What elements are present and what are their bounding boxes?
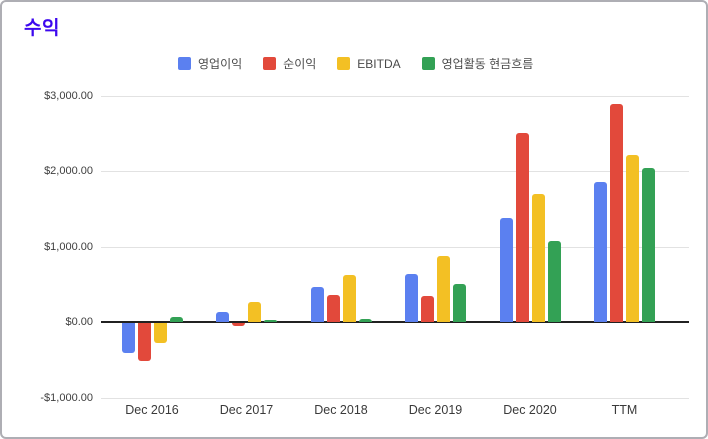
y-axis-tick-label: $0.00 [65,316,93,328]
legend-swatch-icon [421,57,435,70]
legend: 영업이익 순이익 EBITDA 영업활동 현금흐름 [178,55,533,72]
y-axis-tick-label: $1,000.00 [44,240,93,253]
bar-s3-c3[interactable] [453,283,466,322]
legend-item-series-3: 영업활동 현금흐름 [421,55,534,72]
x-axis-tick-label: Dec 2017 [219,403,274,417]
legend-label: EBITDA [357,56,401,71]
bar-s1-c4[interactable] [515,133,529,322]
bar-s1-c0[interactable] [137,323,151,362]
bar-s0-c5[interactable] [594,181,607,322]
legend-label: 순이익 [283,57,317,71]
x-axis-tick-label: Dec 2016 [125,403,179,417]
y-axis-tick-label: $2,000.00 [44,165,93,177]
bar-s2-c1[interactable] [248,302,261,322]
bar-s1-c2[interactable] [326,295,340,322]
legend-item-series-2: EBITDA [337,56,401,71]
y-axis-tick-label: -$1,000.00 [40,391,93,404]
bar-s0-c3[interactable] [405,273,418,322]
x-axis-tick-label: Dec 2020 [503,403,557,417]
legend-item-series-1: 순이익 [263,55,316,72]
legend-swatch-icon [263,57,277,70]
chart-title: 수익 [24,18,60,39]
x-axis-tick-label: TTM [611,403,638,417]
bar-s2-c0[interactable] [153,323,167,343]
x-axis-tick-label: Dec 2019 [408,403,463,417]
legend-item-series-0: 영업이익 [178,55,242,72]
bar-s1-c5[interactable] [610,103,623,322]
bar-s2-c4[interactable] [531,194,545,322]
legend-swatch-icon [337,57,351,70]
legend-swatch-icon [178,57,191,70]
bar-s1-c1[interactable] [232,323,245,327]
gridline [101,397,689,399]
bar-s0-c1[interactable] [216,312,229,322]
gridline [101,95,689,97]
bar-s3-c1[interactable] [264,319,277,322]
bar-s3-c0[interactable] [169,316,183,322]
bar-s3-c5[interactable] [642,167,655,322]
bar-s0-c0[interactable] [121,323,135,354]
bar-s0-c2[interactable] [310,287,324,322]
bar-s1-c3[interactable] [421,295,434,322]
bar-s0-c4[interactable] [499,217,513,322]
zero-axis-line [101,321,689,323]
x-axis-tick-label: Dec 2018 [314,403,368,417]
gridline [101,246,689,248]
bar-s3-c4[interactable] [547,240,561,322]
legend-label: 영업활동 현금흐름 [441,57,534,71]
bar-s2-c2[interactable] [342,274,356,322]
bar-s3-c2[interactable] [358,319,372,322]
legend-label: 영업이익 [198,57,243,71]
bar-s2-c5[interactable] [626,155,639,322]
y-axis-tick-label: $3,000.00 [44,89,93,102]
bar-s2-c3[interactable] [437,256,450,322]
gridline [101,171,689,172]
